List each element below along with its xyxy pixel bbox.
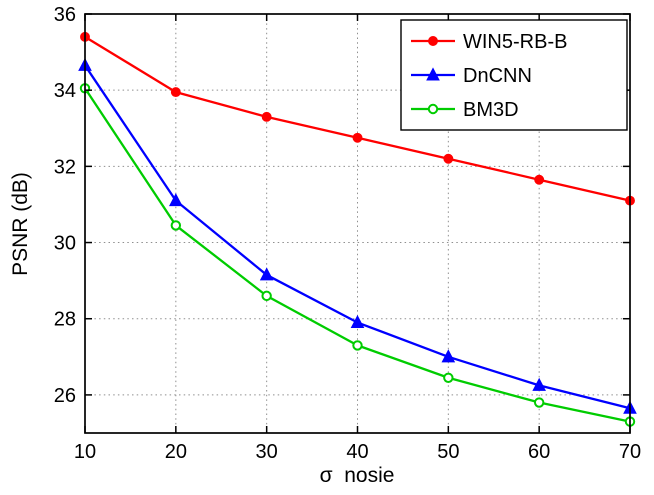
- x-tick-label: 30: [256, 441, 278, 463]
- x-tick-label: 20: [165, 441, 187, 463]
- legend-layer: WIN5-RB-B DnCNN BM3D: [400, 19, 628, 131]
- plot-area: 10 20 30 40 50 60 70 26 28 30 32 34 36: [54, 4, 641, 463]
- data-marker-circle: [443, 153, 454, 164]
- data-marker-circle-open: [427, 103, 439, 115]
- x-tick-label: 60: [528, 441, 550, 463]
- y-tick-label: 28: [54, 309, 76, 331]
- x-tick-label: 10: [74, 441, 96, 463]
- data-marker-triangle: [441, 349, 456, 363]
- legend-label: DnCNN: [463, 65, 532, 87]
- y-axis-label: PSNR (dB): [9, 172, 32, 276]
- x-tick-label: 70: [619, 441, 641, 463]
- data-marker-circle-open: [261, 290, 272, 302]
- data-marker-circle-open: [533, 397, 545, 408]
- y-tick-label: 36: [54, 4, 76, 26]
- data-marker-circle-open: [170, 220, 182, 231]
- data-marker-circle: [170, 87, 181, 98]
- data-marker-circle: [352, 132, 363, 143]
- legend: WIN5-RB-B DnCNN BM3D: [400, 19, 628, 131]
- data-marker-triangle: [169, 193, 183, 207]
- y-tick-label: 34: [54, 80, 76, 102]
- legend-label: WIN5-RB-B: [463, 31, 567, 53]
- data-marker-circle: [428, 36, 438, 46]
- y-tick-label: 30: [54, 233, 76, 255]
- data-marker-triangle: [532, 377, 546, 391]
- x-tick-label: 40: [346, 441, 368, 463]
- data-marker-triangle: [259, 267, 274, 281]
- data-marker-triangle: [426, 67, 440, 81]
- data-marker-circle: [261, 111, 272, 122]
- data-marker-triangle: [350, 314, 365, 329]
- x-tick-label: 50: [437, 441, 459, 463]
- y-tick-label: 26: [54, 385, 76, 407]
- data-marker-circle: [534, 174, 545, 185]
- y-tick-label: 32: [54, 156, 76, 178]
- data-marker-circle-open: [352, 340, 363, 351]
- data-marker-circle-open: [443, 372, 454, 383]
- x-axis-label: σ nosie: [320, 464, 395, 487]
- legend-label: BM3D: [463, 99, 519, 121]
